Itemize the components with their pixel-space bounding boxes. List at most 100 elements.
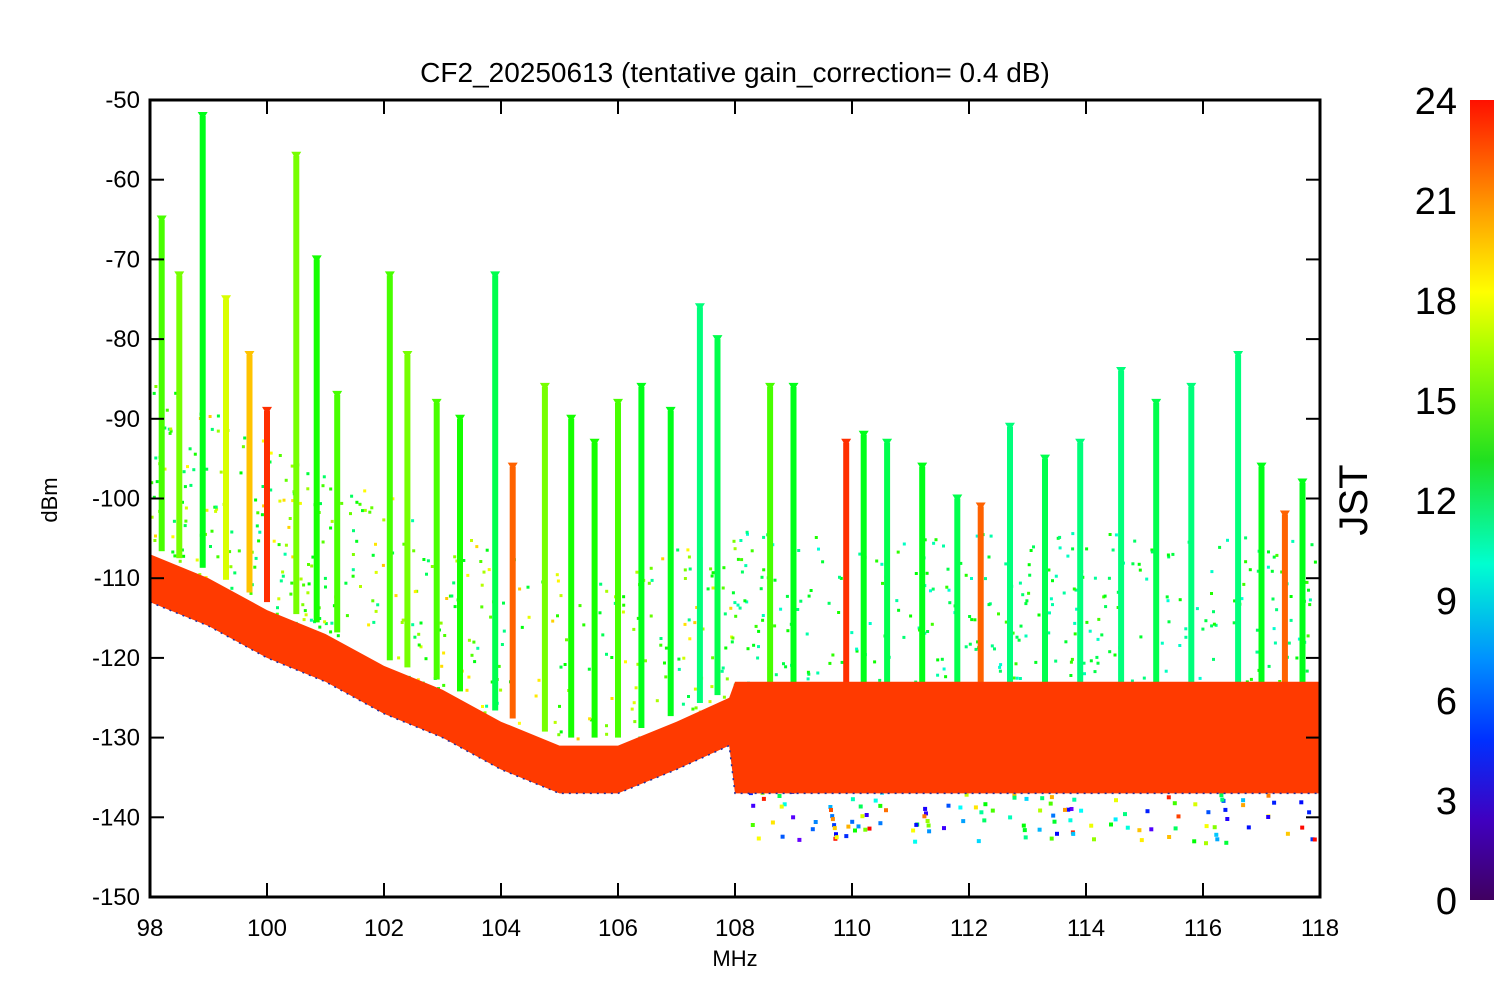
speckle-point xyxy=(761,618,765,622)
speckle-point xyxy=(710,574,714,578)
speckle-point xyxy=(445,597,449,600)
speckle-point xyxy=(479,560,483,563)
speckle-point xyxy=(1096,637,1100,641)
outlier-point xyxy=(1215,837,1220,842)
speckle-point xyxy=(968,615,972,618)
outlier-point xyxy=(832,826,837,831)
speckle-point xyxy=(987,555,991,559)
speckle-point xyxy=(152,391,156,395)
peak-marker xyxy=(244,351,255,360)
speckle-point xyxy=(914,572,918,575)
outlier-point xyxy=(1223,807,1228,812)
speckle-point xyxy=(661,557,665,561)
speckle-point xyxy=(391,497,395,501)
outlier-point xyxy=(1079,808,1084,813)
speckle-point xyxy=(502,629,506,633)
speckle-point xyxy=(806,670,810,674)
speckle-point xyxy=(1287,641,1291,645)
speckle-point xyxy=(1267,664,1271,668)
speckle-point xyxy=(809,589,813,592)
speckle-point xyxy=(324,622,328,626)
speckle-point xyxy=(814,536,818,539)
speckle-point xyxy=(676,548,680,552)
speckle-point xyxy=(214,505,218,509)
outlier-point xyxy=(1192,839,1197,844)
speckle-point xyxy=(1198,676,1202,680)
speckle-point xyxy=(230,530,234,534)
speckle-point xyxy=(281,574,285,578)
peak-bar xyxy=(954,498,961,698)
speckle-point xyxy=(1104,605,1108,609)
speckle-point xyxy=(241,445,245,449)
peak-marker xyxy=(431,398,442,407)
speckle-point xyxy=(1167,620,1171,624)
speckle-point xyxy=(558,704,561,708)
speckle-point xyxy=(722,566,726,570)
outlier-point xyxy=(1008,815,1013,820)
outlier-point xyxy=(791,815,796,820)
speckle-point xyxy=(439,621,443,625)
speckle-point xyxy=(974,647,978,651)
speckle-point xyxy=(709,567,713,571)
y-tick-label: -140 xyxy=(92,804,140,831)
speckle-point xyxy=(1111,548,1115,552)
colorbar-tick-label: 12 xyxy=(1415,481,1457,523)
speckle-point xyxy=(1295,656,1299,660)
speckle-point xyxy=(925,571,929,575)
speckle-point xyxy=(299,577,303,581)
speckle-point xyxy=(762,535,766,539)
speckle-point xyxy=(329,487,333,491)
speckle-point xyxy=(412,549,416,553)
peak-bar xyxy=(293,155,300,615)
speckle-point xyxy=(1048,611,1051,615)
speckle-point xyxy=(1171,552,1175,556)
speckle-point xyxy=(970,618,974,622)
noise-floor-band xyxy=(150,554,1320,794)
speckle-point xyxy=(634,686,638,690)
speckle-point xyxy=(210,427,214,431)
speckle-point xyxy=(745,600,749,604)
speckle-point xyxy=(1004,562,1008,566)
speckle-point xyxy=(1310,543,1314,547)
speckle-point xyxy=(1226,538,1229,542)
speckle-point xyxy=(480,605,484,609)
speckle-point xyxy=(371,599,375,603)
outlier-point xyxy=(1068,818,1073,823)
speckle-point xyxy=(1166,553,1170,557)
speckle-point xyxy=(1267,550,1270,554)
outlier-point xyxy=(1024,796,1029,801)
outlier-point xyxy=(1012,793,1017,798)
speckle-point xyxy=(1108,650,1112,654)
speckle-point xyxy=(1018,677,1022,680)
speckle-point xyxy=(1054,574,1058,578)
speckle-point xyxy=(1212,622,1216,626)
outlier-point xyxy=(834,835,839,840)
speckle-point xyxy=(773,624,777,628)
speckle-point xyxy=(440,664,444,668)
speckle-point xyxy=(502,601,505,605)
speckle-point xyxy=(555,573,559,577)
speckle-point xyxy=(345,614,349,618)
speckle-point xyxy=(195,558,199,562)
peak-bar xyxy=(860,434,867,698)
speckle-point xyxy=(1178,644,1182,647)
speckle-point xyxy=(998,669,1002,673)
speckle-point xyxy=(249,591,253,595)
peak-bar xyxy=(492,275,499,711)
x-tick-label: 98 xyxy=(137,915,164,942)
speckle-point xyxy=(302,583,306,587)
speckle-point xyxy=(973,618,977,622)
x-tick-label: 108 xyxy=(715,915,755,942)
colorbar-label: JST xyxy=(1332,464,1376,535)
speckle-point xyxy=(738,606,742,610)
outlier-point xyxy=(1272,800,1277,805)
speckle-point xyxy=(374,570,378,574)
speckle-point xyxy=(964,573,968,577)
speckle-point xyxy=(936,673,940,677)
speckle-point xyxy=(1019,624,1023,628)
speckle-point xyxy=(210,529,214,533)
speckle-point xyxy=(1062,591,1066,595)
outlier-point xyxy=(1246,825,1251,830)
peak-marker xyxy=(291,151,302,160)
speckle-point xyxy=(482,570,486,574)
